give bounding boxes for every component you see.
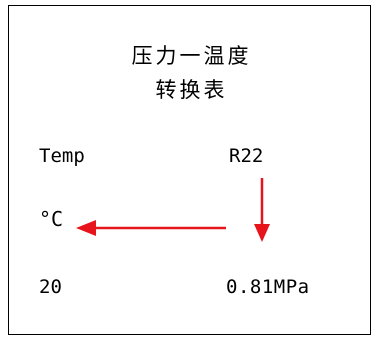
refrigerant-header: R22 <box>229 145 264 167</box>
temp-header: Temp <box>39 145 85 167</box>
temperature-unit: °C <box>39 207 64 231</box>
temperature-value: 20 <box>39 276 62 298</box>
title-line-1: 压力一温度 <box>131 44 252 68</box>
card-frame <box>8 5 371 335</box>
pressure-value: 0.81MPa <box>226 276 310 298</box>
title-line-2: 转换表 <box>155 78 228 102</box>
